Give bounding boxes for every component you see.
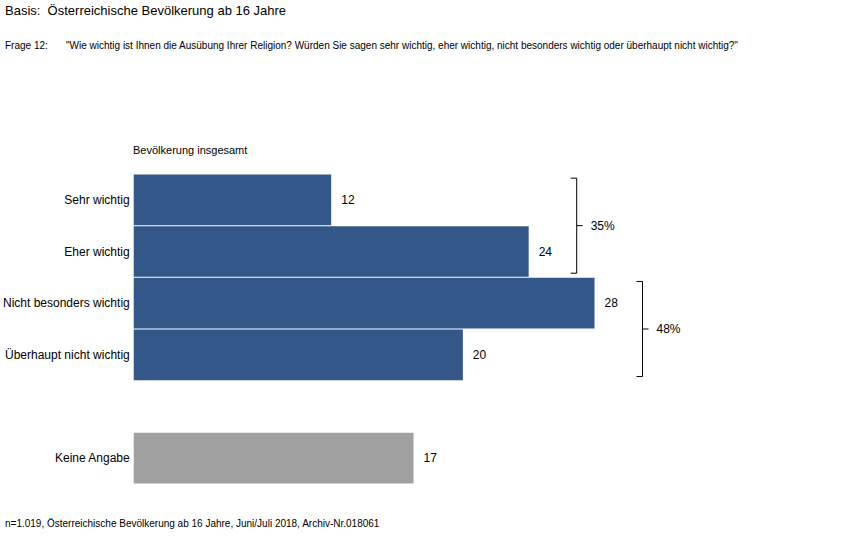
svg-text:Nicht besonders wichtig: Nicht besonders wichtig [3, 296, 130, 310]
svg-text:Eher wichtig: Eher wichtig [64, 245, 129, 259]
svg-text:n=1.019, Österreichische Bevöl: n=1.019, Österreichische Bevölkerung ab … [5, 518, 380, 529]
svg-text:24: 24 [539, 245, 553, 259]
svg-text:Bevölkerung insgesamt: Bevölkerung insgesamt [133, 144, 247, 156]
svg-text:28: 28 [605, 296, 619, 310]
svg-text:48%: 48% [657, 322, 681, 336]
svg-text:Keine Angabe: Keine Angabe [55, 451, 130, 465]
svg-text:20: 20 [473, 348, 487, 362]
svg-text:Basis: Österreichische Bevölk: Basis: Österreichische Bevölkerung ab 16… [5, 3, 286, 18]
svg-text:12: 12 [341, 193, 355, 207]
svg-text:35%: 35% [591, 219, 615, 233]
svg-text:Frage 12:: Frage 12: [5, 40, 48, 51]
svg-text:"Wie wichtig ist Ihnen die Aus: "Wie wichtig ist Ihnen die Ausübung Ihre… [66, 40, 738, 51]
svg-text:Überhaupt nicht wichtig: Überhaupt nicht wichtig [5, 348, 130, 362]
svg-text:Sehr wichtig: Sehr wichtig [64, 193, 129, 207]
svg-text:17: 17 [423, 451, 437, 465]
